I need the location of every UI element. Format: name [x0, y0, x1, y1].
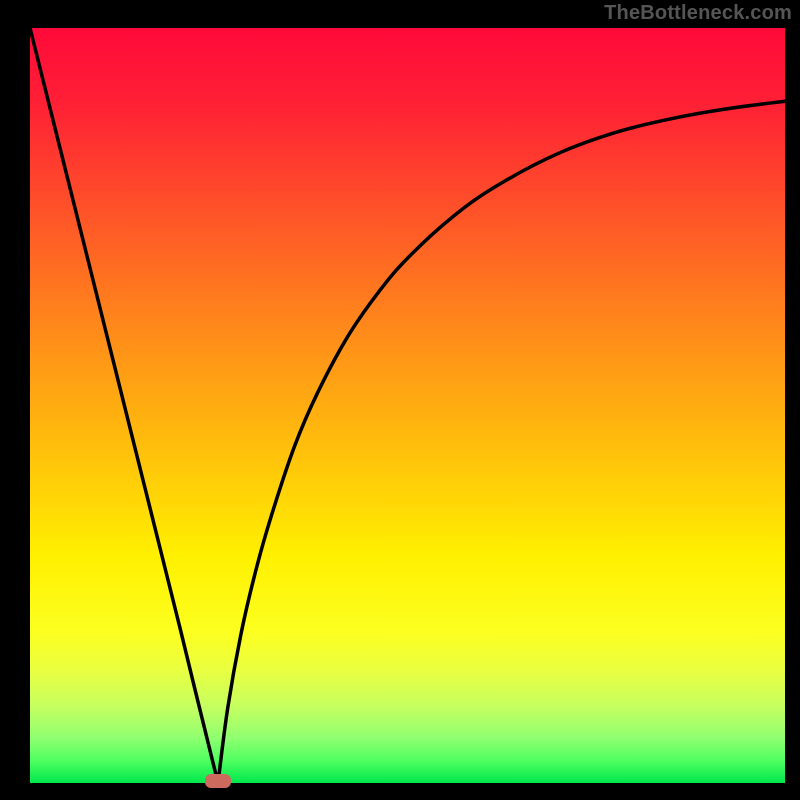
- curve-left-branch: [30, 28, 218, 783]
- plot-area: [30, 28, 785, 783]
- curve-right-branch: [218, 101, 785, 783]
- watermark-text: TheBottleneck.com: [604, 2, 792, 25]
- bottleneck-marker: [205, 774, 231, 788]
- curve-layer: [30, 28, 785, 783]
- chart-root: TheBottleneck.com: [0, 0, 800, 800]
